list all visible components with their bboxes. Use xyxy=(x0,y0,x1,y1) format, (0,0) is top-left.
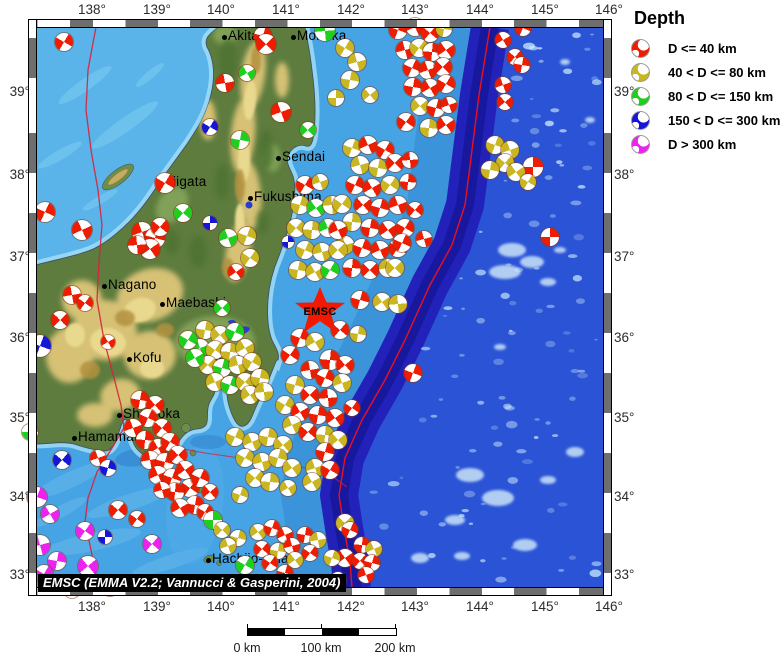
credit-text: EMSC (EMMA V2.2; Vannucci & Gasperini, 2… xyxy=(38,574,347,592)
city-label-niigata: Niigata xyxy=(163,174,207,189)
city-dot-maebashi xyxy=(160,302,165,307)
city-label-nagano: Nagano xyxy=(108,277,157,292)
city-dot-fukushima xyxy=(248,196,253,201)
lat-tick-left: 33° xyxy=(9,567,30,582)
lon-tick-bottom: 142° xyxy=(337,599,365,614)
legend-ball-icon xyxy=(632,88,649,105)
lat-tick-left: 39° xyxy=(9,84,30,99)
lat-tick-left: 34° xyxy=(9,489,30,504)
city-label-morioka: Morioka xyxy=(297,28,347,43)
lon-tick-top: 139° xyxy=(143,2,171,17)
lat-tick-left: 37° xyxy=(9,249,30,264)
city-label-fukushima: Fukushima xyxy=(254,189,322,204)
city-dot-hachijo-jima xyxy=(206,558,211,563)
city-label-hachijo-jima: Hachijo-jima xyxy=(212,551,289,566)
city-label-maebashi: Maebashi xyxy=(166,295,227,310)
lat-tick-right: 35° xyxy=(614,410,635,425)
lon-tick-bottom: 141° xyxy=(272,599,300,614)
lon-tick-bottom: 143° xyxy=(401,599,429,614)
scalebar-label: 0 km xyxy=(233,641,261,655)
lon-tick-top: 143° xyxy=(401,2,429,17)
lon-tick-top: 145° xyxy=(531,2,559,17)
map-frame-right xyxy=(603,19,612,596)
lon-tick-bottom: 138° xyxy=(78,599,106,614)
city-dot-niigata xyxy=(157,181,162,186)
lon-tick-top: 138° xyxy=(78,2,106,17)
scalebar-label: 200 km xyxy=(374,641,416,655)
lat-tick-left: 38° xyxy=(9,167,30,182)
map-frame-left xyxy=(28,19,37,596)
city-label-kofu: Kofu xyxy=(133,350,162,365)
distance-scalebar xyxy=(247,624,397,636)
legend-item-label: D <= 40 km xyxy=(668,41,737,56)
scalebar-label: 100 km xyxy=(300,641,342,655)
emsc-star-label: EMSC xyxy=(303,306,337,318)
city-dot-hamamatsu xyxy=(72,436,77,441)
lat-tick-right: 34° xyxy=(614,489,635,504)
legend-ball-icon xyxy=(632,64,649,81)
lon-tick-bottom: 140° xyxy=(207,599,235,614)
city-label-shizuoka: Shizuoka xyxy=(123,406,181,421)
lat-tick-right: 36° xyxy=(614,330,635,345)
city-label-akita: Akita xyxy=(228,28,260,43)
lon-tick-bottom: 144° xyxy=(466,599,494,614)
legend-item-label: D > 300 km xyxy=(668,137,737,152)
legend-ball-icon xyxy=(632,112,649,129)
lon-tick-top: 142° xyxy=(337,2,365,17)
map-frame-top xyxy=(32,19,608,28)
legend-ball-icon xyxy=(632,40,649,57)
city-dot-sendai xyxy=(276,156,281,161)
legend-title: Depth xyxy=(634,8,685,28)
city-label-sendai: Sendai xyxy=(282,149,326,164)
lat-tick-right: 33° xyxy=(614,567,635,582)
lon-tick-top: 146° xyxy=(595,2,623,17)
lat-tick-right: 39° xyxy=(614,84,635,99)
legend-item-label: 150 < D <= 300 km xyxy=(668,113,780,128)
lat-tick-left: 36° xyxy=(9,330,30,345)
lat-tick-left: 35° xyxy=(9,410,30,425)
lat-tick-right: 38° xyxy=(614,167,635,182)
city-dot-kofu xyxy=(127,357,132,362)
legend-ball-icon xyxy=(632,136,649,153)
city-label-hamamatsu: Hamamatsu xyxy=(78,429,153,444)
city-dot-akita xyxy=(222,35,227,40)
city-dot-shizuoka xyxy=(117,413,122,418)
lon-tick-bottom: 145° xyxy=(531,599,559,614)
city-label-tokyo: Tokyo xyxy=(208,353,245,368)
lon-tick-top: 140° xyxy=(207,2,235,17)
lon-tick-top: 141° xyxy=(272,2,300,17)
city-dot-morioka xyxy=(291,35,296,40)
legend-item-label: 40 < D <= 80 km xyxy=(668,65,766,80)
legend-item-label: 80 < D <= 150 km xyxy=(668,89,774,104)
lon-tick-top: 144° xyxy=(466,2,494,17)
lat-tick-right: 37° xyxy=(614,249,635,264)
city-dot-tokyo xyxy=(202,360,207,365)
lon-tick-bottom: 146° xyxy=(595,599,623,614)
lon-tick-bottom: 139° xyxy=(143,599,171,614)
city-dot-nagano xyxy=(102,284,107,289)
